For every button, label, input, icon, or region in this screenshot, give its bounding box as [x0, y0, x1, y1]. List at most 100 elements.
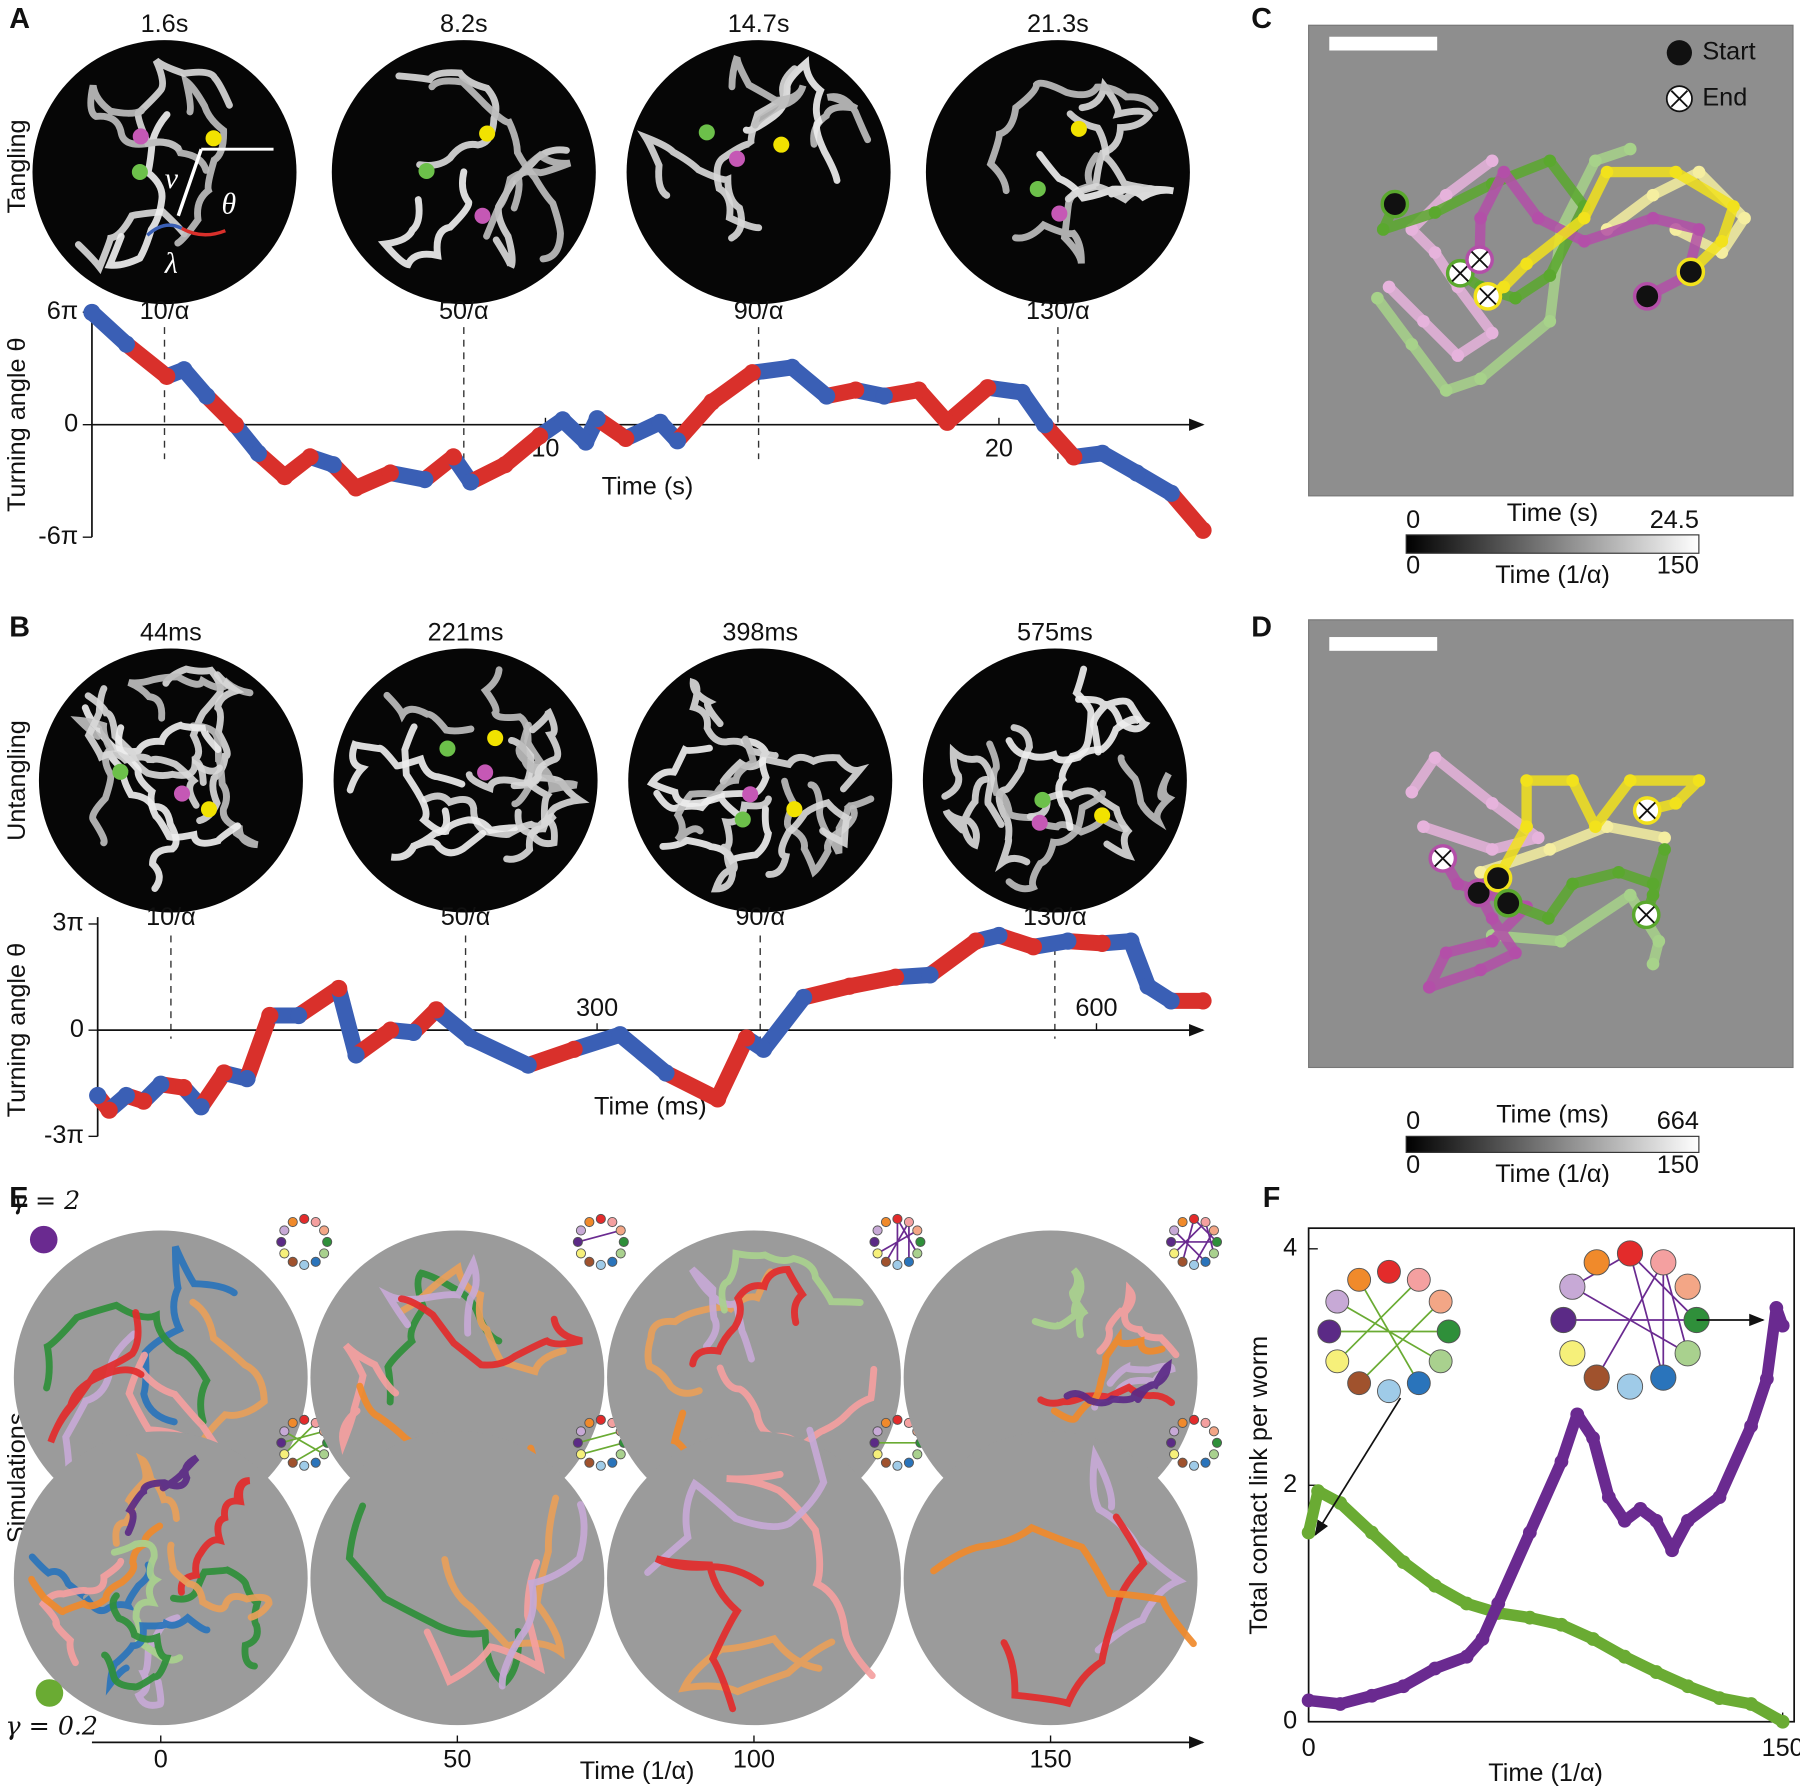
y-axis-label: Turning angle θ — [3, 337, 31, 512]
network-node — [869, 1236, 880, 1247]
network-node — [1169, 1449, 1180, 1460]
y-tick-label: -6π — [38, 522, 78, 550]
worm-head — [1029, 180, 1046, 198]
worm — [810, 93, 872, 148]
angle-point — [967, 932, 985, 950]
worm — [646, 744, 742, 819]
simulation-tube — [498, 1501, 588, 1690]
network-node — [1169, 1248, 1180, 1259]
trajectory-point — [1451, 349, 1465, 362]
network-node — [319, 1248, 330, 1259]
trajectory-point — [1646, 211, 1660, 225]
start-marker — [1380, 189, 1410, 219]
colorbar-tick-label: 150 — [1657, 1151, 1699, 1179]
trajectory-point — [1428, 246, 1442, 259]
worm — [162, 665, 224, 787]
worm — [87, 84, 210, 174]
worm — [196, 671, 245, 825]
end-cross — [1479, 287, 1497, 306]
simulation-tube — [654, 1555, 765, 1713]
worm — [346, 740, 466, 794]
wave-arrow-blue — [146, 223, 183, 237]
angle-point — [651, 413, 669, 431]
series-line — [1302, 1485, 1789, 1728]
trajectory-point — [1566, 877, 1579, 891]
simulation-frame — [903, 1431, 1198, 1726]
network-node — [872, 1426, 883, 1437]
simulation-tube — [1063, 1358, 1172, 1407]
trajectory-point — [1692, 223, 1706, 236]
worm — [942, 775, 990, 850]
x-tick-label: 600 — [1075, 994, 1117, 1022]
angle-point — [1162, 484, 1180, 502]
angle-point — [1194, 521, 1212, 539]
network-node — [1325, 1349, 1350, 1374]
network-node — [880, 1457, 892, 1468]
angle-point — [668, 432, 687, 450]
simulation-tube — [28, 1522, 164, 1616]
frame-image — [922, 648, 1187, 913]
start-marker — [1676, 257, 1706, 287]
network-node — [319, 1225, 330, 1236]
x-tick-label: 100 — [733, 1745, 775, 1773]
simulation-tube — [1050, 1328, 1166, 1423]
network-edge — [1358, 1279, 1420, 1384]
network-node — [1583, 1249, 1610, 1276]
angle-point — [100, 1101, 118, 1119]
angle-point — [444, 448, 462, 466]
simulation-tube — [930, 1523, 1197, 1648]
simulation-tube — [726, 1470, 876, 1680]
network-node — [322, 1236, 333, 1247]
trajectory — [1406, 752, 1544, 855]
trajectory-point — [1376, 223, 1390, 236]
trajectory-point — [1428, 206, 1442, 219]
trajectory-point — [1646, 188, 1660, 202]
series-point — [1680, 1513, 1695, 1528]
row-label: Untangling — [3, 720, 31, 841]
angle-point — [381, 464, 399, 482]
legend-label: Start — [1702, 37, 1755, 65]
network-node — [1317, 1319, 1342, 1344]
worm-head — [477, 764, 494, 781]
network-node — [1428, 1349, 1453, 1374]
frame-time: 8.2s — [440, 10, 488, 38]
series-point — [1712, 1490, 1727, 1504]
series-point — [1522, 1525, 1537, 1540]
angle-point — [708, 1090, 727, 1108]
simulation-frame — [607, 1230, 901, 1525]
angle-segment — [755, 989, 812, 1058]
plot-frame — [1307, 1227, 1796, 1723]
angle-point — [301, 448, 319, 466]
angle-point — [324, 456, 342, 474]
series-point — [1311, 1484, 1325, 1499]
end-cross — [1637, 906, 1655, 924]
y-tick-label: 6π — [47, 297, 78, 325]
legend-start — [1666, 40, 1692, 66]
network-node — [287, 1217, 298, 1228]
worm-head — [698, 124, 715, 141]
trajectory-point — [1428, 751, 1442, 765]
network-edge — [577, 1229, 621, 1243]
x-axis-label: Time (ms) — [594, 1092, 707, 1120]
trajectory-point — [1589, 154, 1602, 168]
trajectory-point — [1543, 269, 1557, 282]
angle-segment — [238, 1007, 278, 1087]
network-node — [595, 1460, 606, 1471]
series-point — [1428, 1661, 1442, 1676]
y-tick-label: 0 — [64, 409, 78, 437]
series-point — [1570, 1407, 1585, 1422]
trajectory-point — [1646, 888, 1660, 902]
panel-letter: D — [1251, 612, 1272, 644]
angle-point — [847, 381, 865, 399]
worm — [508, 737, 558, 848]
angle-point — [117, 335, 136, 353]
trajectory-point — [1509, 291, 1522, 305]
network-node — [279, 1248, 290, 1259]
trajectory-point — [1474, 963, 1487, 977]
worm — [728, 54, 807, 129]
image-annotation: λ — [164, 247, 178, 280]
angle-point — [347, 479, 365, 497]
network-node — [279, 1225, 290, 1236]
angle-point — [795, 988, 813, 1007]
angle-point — [215, 1064, 233, 1082]
